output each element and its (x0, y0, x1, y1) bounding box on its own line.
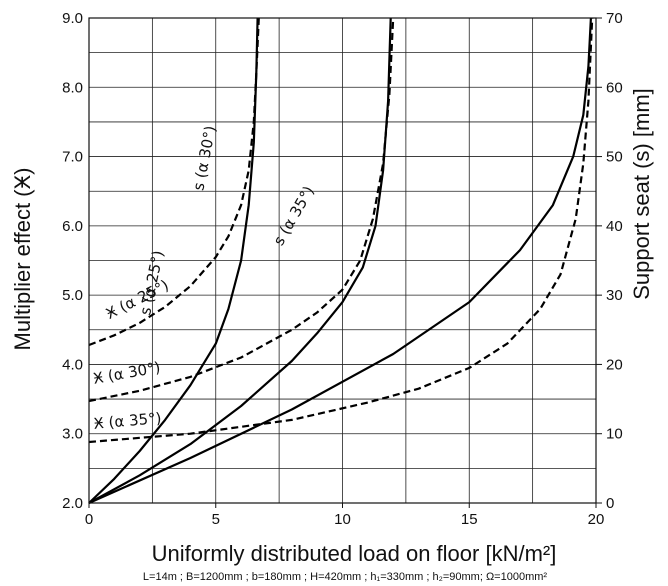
x-tick-label: 5 (212, 511, 220, 528)
series-layer (88, 17, 594, 505)
curve-label: Ӿ (α 30°) (92, 358, 162, 388)
series-line-seat-3 (88, 17, 259, 504)
y2-axis-title: Support seat (s) [mm] (629, 88, 654, 300)
y-tick-label: 6.0 (62, 218, 83, 235)
tick-labels: 0 5 10 15 20 2.0 3.0 4.0 5.0 6.0 7.0 8.0 9.0 0 10 20 30 4… (62, 10, 623, 528)
y-tick-label: 3.0 (62, 426, 83, 443)
series-line-multiplier-2 (88, 17, 594, 444)
x-axis-title: Uniformly distributed load on floor [kN/… (152, 541, 557, 566)
series-line-multiplier-0 (88, 17, 260, 347)
y2-tick-label: 40 (606, 218, 623, 235)
curve-label: s (α 30°) (189, 124, 219, 192)
x-tick-label: 0 (85, 511, 93, 528)
y-axis-title: Multiplier effect (Ӿ) (10, 168, 35, 351)
curve-label: Ӿ (α 35°) (93, 409, 162, 433)
series-line-seat-5 (88, 17, 592, 505)
y-tick-label: 8.0 (62, 79, 83, 96)
curve-annotations: Ӿ (α 25°)Ӿ (α 30°)Ӿ (α 35°)s (α 25°)s (α… (92, 124, 318, 433)
grid (88, 17, 597, 504)
series-line-multiplier-1 (88, 17, 395, 403)
y2-tick-label: 10 (606, 426, 623, 443)
y-tick-label: 9.0 (62, 10, 83, 27)
series-line-seat-4 (88, 17, 392, 504)
x-tick-label: 15 (461, 511, 478, 528)
y2-tick-label: 60 (606, 79, 623, 96)
plot-frame (88, 17, 602, 508)
y2-tick-label: 0 (606, 495, 614, 512)
x-tick-label: 10 (334, 511, 351, 528)
curve-label: s (α 35°) (270, 183, 318, 249)
y2-tick-label: 50 (606, 149, 623, 166)
x-tick-label: 20 (588, 511, 605, 528)
parameters-note: L=14m ; B=1200mm ; b=180mm ; H=420mm ; h… (143, 571, 547, 583)
curve-label: Ӿ (α 25°) (103, 276, 172, 323)
y2-tick-label: 30 (606, 287, 623, 304)
y-tick-label: 7.0 (62, 149, 83, 166)
y2-tick-label: 20 (606, 356, 623, 373)
y2-tick-label: 70 (606, 10, 623, 27)
y-tick-label: 5.0 (62, 287, 83, 304)
y-tick-label: 4.0 (62, 356, 83, 373)
y-tick-label: 2.0 (62, 495, 83, 512)
